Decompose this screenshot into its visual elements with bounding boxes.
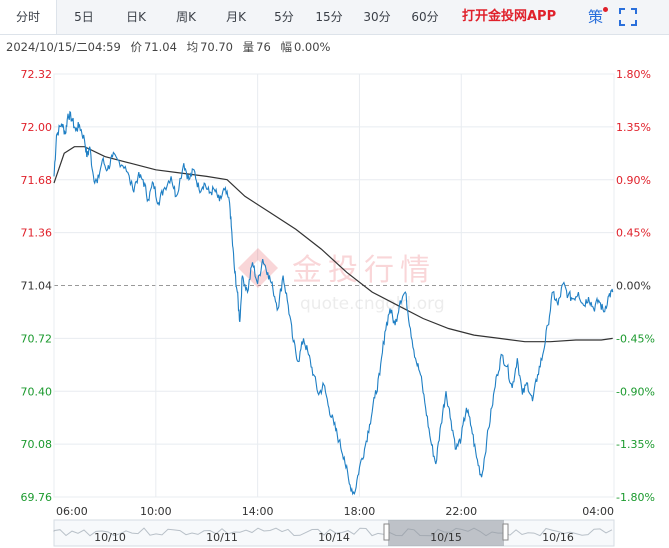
watermark: 金投行情 quote.cngold.org	[238, 248, 445, 314]
open-app-link[interactable]: 打开金投网APP	[462, 9, 557, 24]
y-tick-label: 71.36	[21, 227, 53, 240]
x-tick-label: 18:00	[344, 505, 376, 518]
tab-15min[interactable]: 15分	[315, 10, 343, 24]
quote-info-bar: 2024/10/15/二04:59 价 71.04 均 70.70 量 76 幅 0.0…	[6, 39, 337, 55]
tab-60min[interactable]: 60分	[411, 10, 439, 24]
x-tick-label: 22:00	[445, 505, 477, 518]
strategy-button[interactable]: 策	[588, 8, 604, 26]
tab-intraday[interactable]: 分时	[0, 0, 57, 34]
timeline-date-label: 10/14	[318, 531, 350, 544]
pct-tick-label: 0.45%	[616, 227, 651, 240]
tab-5min[interactable]: 5分	[274, 10, 294, 24]
pct-tick-label: 0.90%	[616, 174, 651, 187]
tab-day-k[interactable]: 日K	[126, 10, 146, 24]
watermark-title: 金投行情	[292, 253, 436, 288]
y-tick-label: 71.68	[21, 174, 53, 187]
tab-5day[interactable]: 5日	[74, 10, 94, 24]
chart-grid	[53, 73, 615, 498]
timeline-date-label: 10/16	[542, 531, 574, 544]
y-tick-label: 71.04	[21, 280, 53, 293]
pct-tick-label: -1.80%	[616, 491, 655, 504]
avg-price-line	[53, 146, 613, 343]
watermark-url: quote.cngold.org	[300, 294, 445, 314]
fullscreen-icon[interactable]	[619, 8, 637, 26]
chart-tabbar: 分时 5日 日K 周K 月K 5分 15分 30分 60分 打开金投网APP 策	[0, 0, 669, 35]
timeline-handle-right[interactable]	[502, 523, 509, 541]
y-tick-label: 72.32	[21, 68, 53, 81]
y-tick-label: 70.72	[21, 332, 53, 345]
quote-datetime: 2024/10/15/二04:59	[6, 40, 121, 54]
x-tick-label: 06:00	[56, 505, 88, 518]
timeline-selected-window[interactable]	[388, 520, 504, 546]
x-tick-label: 04:00	[582, 505, 614, 518]
volume-label: 量	[242, 40, 255, 54]
pct-tick-label: 1.80%	[616, 68, 651, 81]
timeline-date-label: 10/15	[430, 531, 462, 544]
price-value: 71.04	[143, 40, 177, 54]
timeline-date-label: 10/11	[206, 531, 238, 544]
price-label: 价	[130, 40, 142, 54]
pct-tick-label: 1.35%	[616, 121, 651, 134]
timeline-navigator: 10/10 10/11 10/14 10/15 10/16	[53, 519, 615, 547]
tab-month-k[interactable]: 月K	[226, 10, 246, 24]
pct-tick-label: 0.00%	[616, 280, 651, 293]
x-tick-label: 14:00	[242, 505, 274, 518]
volume-value: 76	[256, 40, 271, 54]
tab-30min[interactable]: 30分	[363, 10, 391, 24]
y-tick-label: 69.76	[21, 491, 53, 504]
timeline-date-label: 10/10	[94, 531, 126, 544]
y-tick-label: 70.40	[21, 385, 53, 398]
timeline-handle-left[interactable]	[383, 523, 390, 541]
pct-tick-label: -0.45%	[616, 332, 655, 345]
y-tick-label: 72.00	[21, 121, 53, 134]
timeline-sparkline	[53, 527, 613, 537]
notification-dot	[603, 7, 608, 12]
y-tick-label: 70.08	[21, 438, 53, 451]
chart-lines	[53, 110, 614, 496]
pct-tick-label: -1.35%	[616, 438, 655, 451]
pct-tick-label: -0.90%	[616, 385, 655, 398]
x-tick-label: 10:00	[140, 505, 172, 518]
avg-label: 均	[186, 40, 199, 54]
chart-labels: 72.32 1.80% 72.00 1.35% 71.68 0.90% 71.36 0.45%…	[21, 68, 655, 518]
amplitude-label: 幅	[280, 40, 292, 54]
price-line	[53, 110, 614, 496]
avg-value: 70.70	[200, 40, 233, 54]
amplitude-value: 0.00%	[293, 40, 331, 54]
tab-week-k[interactable]: 周K	[176, 10, 196, 24]
